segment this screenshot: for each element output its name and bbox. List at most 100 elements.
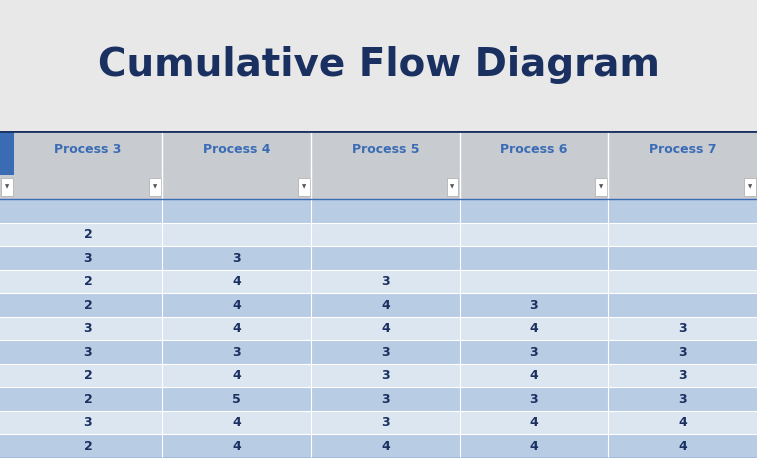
Text: 4: 4 — [232, 299, 241, 311]
Text: 4: 4 — [381, 299, 390, 311]
Bar — [609, 199, 757, 223]
Text: ▼: ▼ — [5, 185, 9, 190]
Text: Cumulative Flow Diagram: Cumulative Flow Diagram — [98, 46, 659, 84]
Bar — [459, 131, 609, 175]
Bar — [162, 199, 311, 223]
Text: 2: 2 — [83, 440, 92, 453]
Bar — [609, 223, 757, 246]
Bar — [459, 246, 609, 270]
Text: ▼: ▼ — [599, 185, 603, 190]
Bar — [0, 270, 14, 294]
Text: 3: 3 — [678, 322, 687, 335]
Bar — [459, 294, 609, 317]
Bar — [162, 340, 311, 364]
Bar — [162, 246, 311, 270]
Text: Process 6: Process 6 — [500, 142, 568, 156]
Bar — [311, 435, 459, 458]
Text: 3: 3 — [381, 275, 390, 288]
Bar — [609, 131, 757, 175]
Bar — [311, 270, 459, 294]
Bar — [311, 411, 459, 435]
Bar — [14, 246, 162, 270]
Bar — [0, 246, 14, 270]
Text: 4: 4 — [232, 322, 241, 335]
Text: Process 5: Process 5 — [351, 142, 419, 156]
Bar — [14, 411, 162, 435]
FancyBboxPatch shape — [744, 179, 755, 196]
Text: 5: 5 — [232, 393, 241, 406]
Bar — [0, 294, 14, 317]
Bar — [0, 435, 14, 458]
Bar — [311, 294, 459, 317]
Bar — [162, 435, 311, 458]
Bar — [162, 317, 311, 340]
Bar — [311, 387, 459, 411]
Bar — [459, 317, 609, 340]
Text: 3: 3 — [84, 416, 92, 429]
Text: 3: 3 — [678, 393, 687, 406]
Text: Process 3: Process 3 — [55, 142, 122, 156]
Text: 2: 2 — [83, 275, 92, 288]
Text: 4: 4 — [530, 369, 538, 382]
Text: 3: 3 — [530, 393, 538, 406]
Bar — [162, 411, 311, 435]
Text: 4: 4 — [232, 416, 241, 429]
Bar — [162, 223, 311, 246]
Bar — [609, 175, 757, 199]
Text: 3: 3 — [678, 346, 687, 359]
Text: 3: 3 — [84, 346, 92, 359]
Bar — [14, 223, 162, 246]
Bar — [0, 175, 14, 199]
FancyBboxPatch shape — [149, 179, 161, 196]
Text: 3: 3 — [381, 346, 390, 359]
Bar — [609, 340, 757, 364]
Bar — [311, 317, 459, 340]
Bar — [0, 199, 14, 223]
FancyBboxPatch shape — [298, 179, 310, 196]
Text: ▼: ▼ — [153, 185, 157, 190]
Bar — [0, 387, 14, 411]
Text: ▼: ▼ — [748, 185, 752, 190]
Text: 3: 3 — [232, 346, 241, 359]
Bar — [609, 435, 757, 458]
Bar — [162, 270, 311, 294]
Bar — [459, 223, 609, 246]
Text: ▼: ▼ — [450, 185, 455, 190]
Bar — [459, 175, 609, 199]
Text: 3: 3 — [678, 369, 687, 382]
Bar — [609, 294, 757, 317]
Bar — [459, 270, 609, 294]
Bar — [14, 270, 162, 294]
Text: ▼: ▼ — [302, 185, 306, 190]
Text: 3: 3 — [530, 346, 538, 359]
Bar — [14, 435, 162, 458]
Bar — [609, 387, 757, 411]
Text: 4: 4 — [381, 440, 390, 453]
Text: 2: 2 — [83, 228, 92, 241]
Bar — [459, 435, 609, 458]
Text: 3: 3 — [84, 251, 92, 265]
Bar — [0, 411, 14, 435]
Bar — [0, 131, 14, 175]
Bar — [311, 340, 459, 364]
Text: 4: 4 — [232, 275, 241, 288]
Bar — [311, 364, 459, 387]
Bar — [14, 294, 162, 317]
Bar — [311, 199, 459, 223]
Text: 2: 2 — [83, 393, 92, 406]
Text: 4: 4 — [530, 440, 538, 453]
Bar — [609, 317, 757, 340]
Bar — [14, 317, 162, 340]
Text: Process 7: Process 7 — [649, 142, 716, 156]
Bar — [609, 246, 757, 270]
Bar — [162, 131, 311, 175]
Bar — [459, 199, 609, 223]
Bar — [311, 131, 459, 175]
FancyBboxPatch shape — [595, 179, 607, 196]
Text: 2: 2 — [83, 369, 92, 382]
Bar — [162, 175, 311, 199]
Bar — [14, 340, 162, 364]
Text: 3: 3 — [381, 369, 390, 382]
Bar — [14, 131, 162, 175]
Bar — [459, 340, 609, 364]
